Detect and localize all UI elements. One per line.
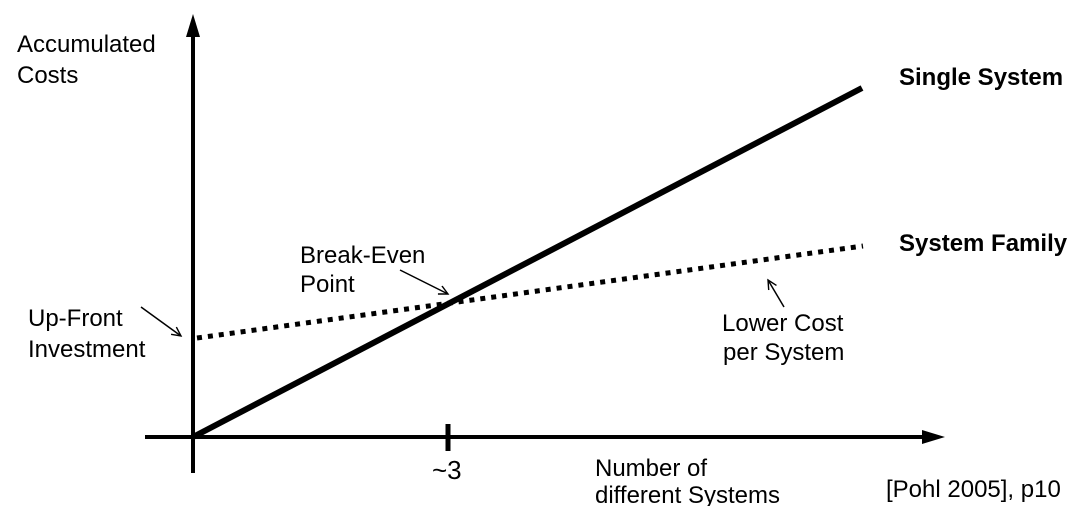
break-even-arrow-icon [399, 269, 448, 294]
upfront-investment-arrow-icon [140, 306, 181, 336]
y-axis-label-line1: Accumulated [17, 31, 156, 58]
lower-cost-label-line1: Lower Cost [722, 310, 844, 337]
lower-cost-arrow-icon [768, 280, 785, 308]
break-even-label-line2: Point [300, 271, 355, 298]
y-axis-label-line2: Costs [17, 62, 78, 89]
y-axis-arrowhead-icon [186, 14, 200, 37]
upfront-investment-label-line1: Up-Front [28, 305, 123, 332]
x-axis-label-line2: different Systems [595, 482, 780, 506]
upfront-investment-label-line2: Investment [28, 336, 146, 363]
system-family-label: System Family [899, 230, 1068, 257]
x-axis-arrowhead-icon [922, 430, 945, 444]
single-system-label: Single System [899, 64, 1063, 91]
system-family-line [196, 243, 864, 341]
single-system-line [191, 85, 864, 440]
x-axis-label-line1: Number of [595, 455, 707, 482]
lower-cost-label-line2: per System [723, 339, 844, 366]
break-even-label-line1: Break-Even [300, 242, 425, 269]
x-tick-label: ~3 [432, 455, 462, 485]
citation-label: [Pohl 2005], p10 [886, 476, 1061, 503]
